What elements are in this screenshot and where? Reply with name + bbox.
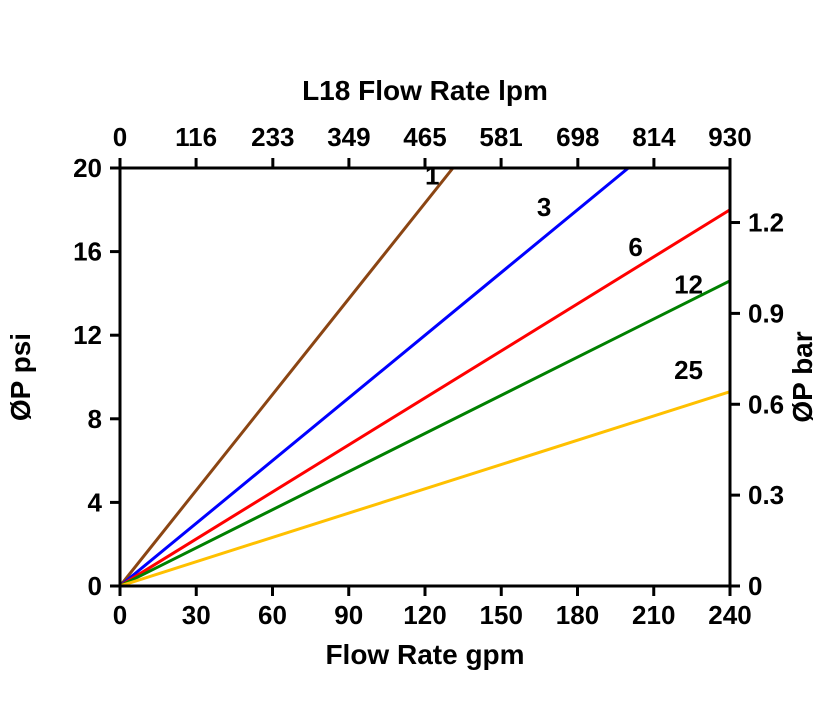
x-bottom-tick-label: 30 [182,600,211,630]
top-title: L18 Flow Rate lpm [302,75,548,106]
y-left-tick-label: 0 [88,571,102,601]
y-right-tick-label: 0.3 [748,480,784,510]
y-left-axis-label: ØP psi [5,333,36,421]
x-top-tick-label: 581 [479,122,522,152]
y-left-tick-label: 4 [88,487,103,517]
y-right-axis-label: ØP bar [787,331,818,422]
series-label-12: 12 [674,269,703,299]
flow-rate-chart: 0306090120150180210240Flow Rate gpm01162… [0,0,836,702]
x-bottom-tick-label: 60 [258,600,287,630]
x-top-tick-label: 465 [403,122,446,152]
x-bottom-axis-label: Flow Rate gpm [325,639,524,670]
series-label-3: 3 [537,192,551,222]
x-top-tick-label: 814 [632,122,676,152]
x-bottom-tick-label: 150 [480,600,523,630]
chart-svg: 0306090120150180210240Flow Rate gpm01162… [0,0,836,702]
y-right-tick-label: 0.9 [748,298,784,328]
x-top-tick-label: 698 [556,122,599,152]
x-top-tick-label: 233 [251,122,294,152]
x-bottom-tick-label: 90 [334,600,363,630]
x-top-tick-label: 349 [327,122,370,152]
series-label-6: 6 [628,232,642,262]
y-left-tick-label: 12 [73,320,102,350]
y-left-tick-label: 20 [73,153,102,183]
x-bottom-tick-label: 210 [632,600,675,630]
y-left-tick-label: 8 [88,404,102,434]
x-bottom-tick-label: 180 [556,600,599,630]
x-top-tick-label: 930 [708,122,751,152]
series-label-1: 1 [425,161,439,191]
y-right-tick-label: 1.2 [748,208,784,238]
y-right-tick-label: 0.6 [748,389,784,419]
series-label-25: 25 [674,355,703,385]
x-bottom-tick-label: 0 [113,600,127,630]
x-top-tick-label: 116 [175,122,217,152]
x-bottom-tick-label: 240 [708,600,751,630]
x-bottom-tick-label: 120 [403,600,446,630]
y-left-tick-label: 16 [73,237,102,267]
x-top-tick-label: 0 [113,122,127,152]
y-right-tick-label: 0 [748,571,762,601]
